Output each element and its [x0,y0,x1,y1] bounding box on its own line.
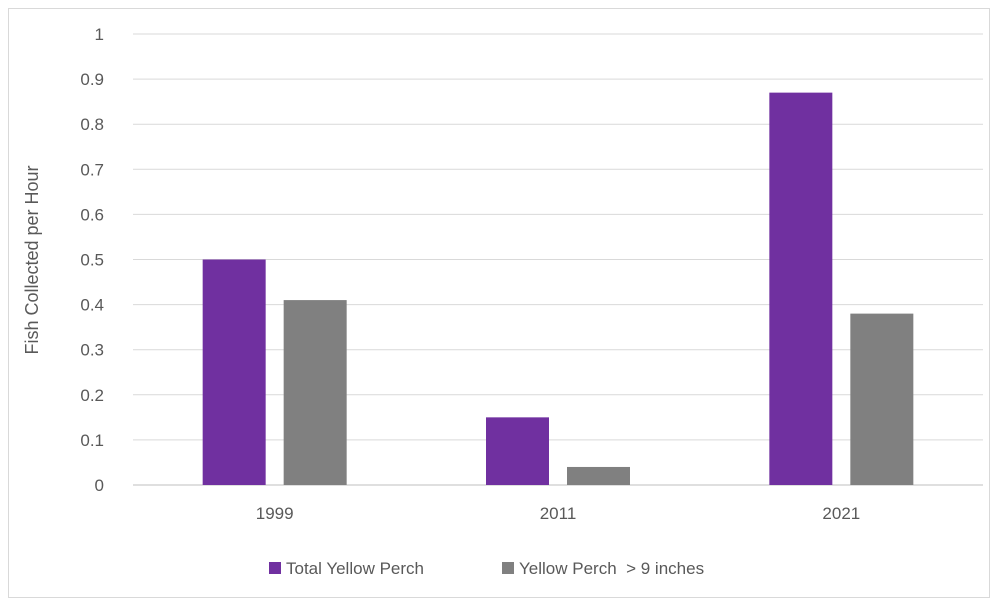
gridlines [133,33,983,486]
y-tick-label: 0.5 [80,251,104,270]
legend-swatch [269,562,281,574]
y-tick-label: 1 [95,25,104,44]
y-tick-label: 0.8 [80,115,104,134]
y-tick-label: 0.7 [80,160,104,179]
bar-2021-total [769,92,833,485]
y-tick-label: 0.2 [80,386,104,405]
x-tick-label: 2021 [822,504,860,523]
bars [202,92,914,485]
y-tick-label: 0 [95,476,104,495]
x-tick-labels: 1999 2011 2021 [256,504,860,523]
legend-label: Total Yellow Perch [286,559,424,578]
legend-swatch [502,562,514,574]
x-tick-label: 2011 [540,504,577,523]
y-tick-label: 0.4 [80,296,104,315]
y-tick-label: 0.3 [80,341,104,360]
bar-2021-over-9-inches [850,313,914,485]
x-tick-label: 1999 [256,504,294,523]
legend-label: Yellow Perch > 9 inches [519,559,704,578]
bar-1999-over-9-inches [283,300,347,485]
bar-1999-total [202,259,266,485]
y-axis-label: Fish Collected per Hour [22,165,42,354]
bar-2011-total [486,417,549,485]
bar-2011-over-9-inches [567,466,630,485]
y-tick-labels: 0 0.1 0.2 0.3 0.4 0.5 0.6 0.7 0.8 0.9 1 [80,25,104,495]
y-tick-label: 0.9 [80,70,104,89]
y-tick-label: 0.1 [80,431,104,450]
legend: Total Yellow Perch Yellow Perch > 9 inche… [269,559,704,578]
y-tick-label: 0.6 [80,205,104,224]
